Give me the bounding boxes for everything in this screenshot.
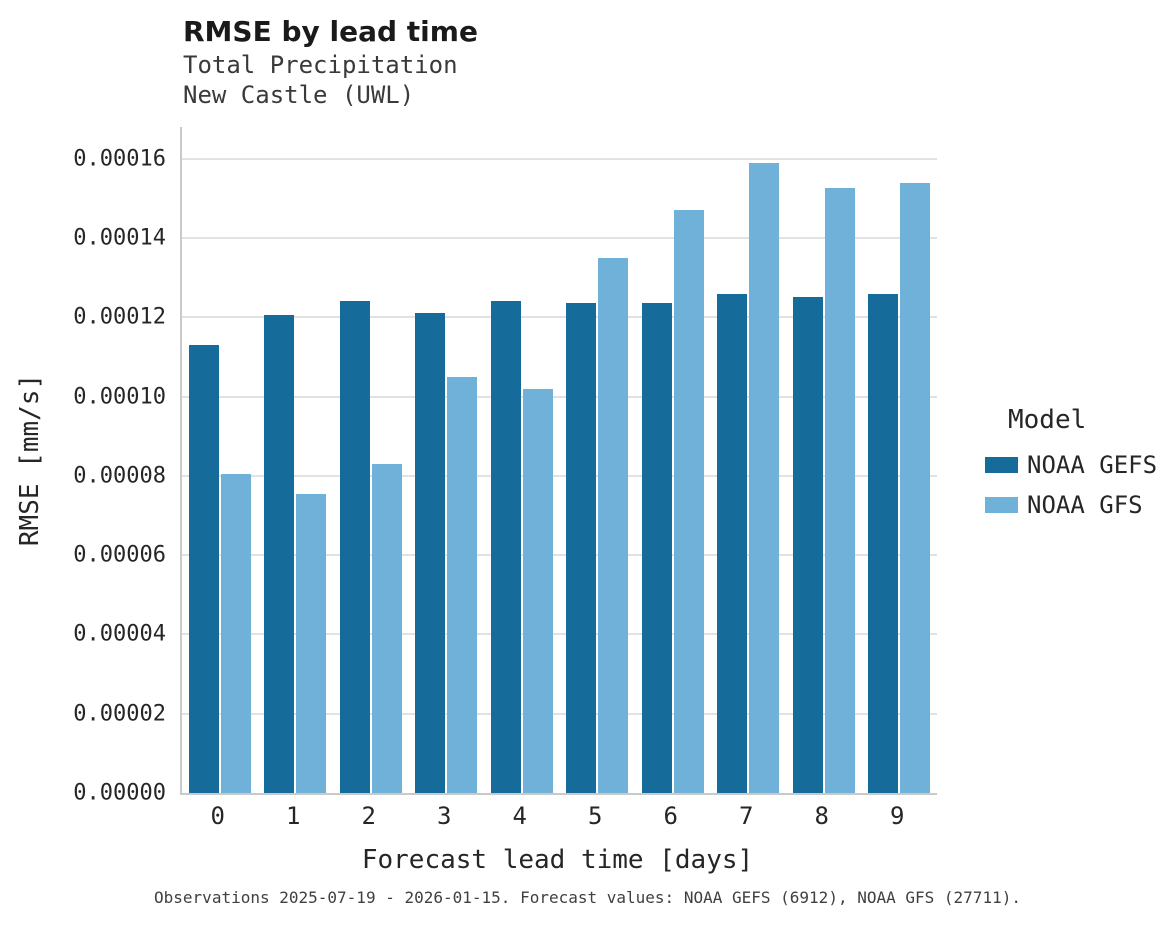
bar-group — [862, 127, 938, 793]
legend-entry-noaa-gfs: NOAA GFS — [985, 491, 1157, 519]
gridline — [182, 633, 937, 636]
bar-noaa-gfs — [220, 473, 251, 793]
y-tick-label: 0.00012 — [73, 304, 166, 330]
legend-label-noaa-gefs: NOAA GEFS — [1027, 451, 1158, 479]
bar-noaa-gefs — [188, 345, 219, 793]
x-tick-label: 8 — [814, 802, 829, 830]
chart-subtitle-station: New Castle (UWL) — [183, 81, 415, 109]
caption: Observations 2025-07-19 - 2026-01-15. Fo… — [154, 888, 1021, 907]
y-tick-label: 0.00010 — [73, 384, 166, 410]
bar-noaa-gfs — [522, 388, 553, 793]
x-tick-label: 6 — [663, 802, 678, 830]
x-tick-label: 5 — [588, 802, 603, 830]
y-tick-label: 0.00008 — [73, 463, 166, 489]
bar-noaa-gfs — [749, 162, 780, 793]
bar-noaa-gefs — [641, 303, 672, 793]
bar-noaa-gefs — [717, 293, 748, 793]
bar-noaa-gefs — [792, 297, 823, 793]
chart-subtitle-variable: Total Precipitation — [183, 51, 458, 79]
plot-area — [180, 127, 937, 795]
bar-group — [786, 127, 862, 793]
bar-noaa-gfs — [673, 210, 704, 793]
x-axis-title: Forecast lead time [days] — [361, 845, 754, 875]
bar-noaa-gfs — [296, 493, 327, 793]
x-tick-label: 9 — [890, 802, 905, 830]
legend-entry-noaa-gefs: NOAA GEFS — [985, 451, 1157, 479]
y-axis-ticks: 0.00000 0.00002 0.00004 0.00006 0.00008 0.000… — [0, 127, 166, 805]
bar-noaa-gefs — [868, 293, 899, 793]
bar-group — [635, 127, 711, 793]
bar-group — [560, 127, 636, 793]
x-tick-label: 3 — [437, 802, 452, 830]
legend-title: Model — [1008, 405, 1087, 435]
gridlines-layer — [182, 127, 937, 793]
bar-group — [182, 127, 258, 793]
chart-title: RMSE by lead time — [183, 15, 478, 48]
noaa-gfs-swatch — [985, 497, 1018, 513]
gridline — [182, 237, 937, 239]
legend: Model NOAA GEFS NOAA GFS — [985, 405, 1157, 531]
bar-noaa-gfs — [900, 182, 931, 793]
x-tick-label: 0 — [210, 802, 225, 830]
y-tick-label: 0.00014 — [73, 225, 166, 251]
bar-group — [333, 127, 409, 793]
bar-group — [258, 127, 334, 793]
bar-noaa-gfs — [371, 463, 402, 793]
bar-noaa-gefs — [490, 301, 521, 793]
bar-noaa-gfs — [447, 376, 478, 793]
bar-noaa-gefs — [339, 301, 370, 793]
y-tick-label: 0.00000 — [73, 780, 166, 806]
x-tick-label: 4 — [512, 802, 527, 830]
x-tick-label: 7 — [739, 802, 754, 830]
title-block: RMSE by lead time Total Precipitation Ne… — [183, 14, 478, 110]
bar-groups — [182, 127, 937, 793]
gridline — [182, 157, 937, 160]
y-tick-label: 0.00016 — [73, 146, 166, 172]
gridline — [182, 554, 937, 557]
bar-noaa-gefs — [415, 313, 446, 793]
y-tick-label: 0.00004 — [73, 621, 166, 647]
x-tick-label: 2 — [361, 802, 376, 830]
gridline — [182, 395, 937, 398]
bar-group — [711, 127, 787, 793]
bar-noaa-gefs — [264, 315, 295, 793]
bar-noaa-gefs — [566, 303, 597, 793]
y-tick-label: 0.00006 — [73, 542, 166, 568]
x-tick-label: 1 — [286, 802, 301, 830]
gridline — [182, 474, 937, 477]
gridline — [182, 712, 937, 715]
bar-group — [409, 127, 485, 793]
gridline — [182, 316, 937, 319]
bar-noaa-gfs — [598, 257, 629, 793]
noaa-gefs-swatch — [985, 457, 1018, 473]
legend-label-noaa-gfs: NOAA GFS — [1027, 491, 1143, 519]
bar-noaa-gfs — [824, 188, 855, 793]
y-tick-label: 0.00002 — [73, 701, 166, 727]
x-axis-ticks: 0 1 2 3 4 5 6 7 8 9 — [180, 802, 935, 830]
bar-group — [484, 127, 560, 793]
